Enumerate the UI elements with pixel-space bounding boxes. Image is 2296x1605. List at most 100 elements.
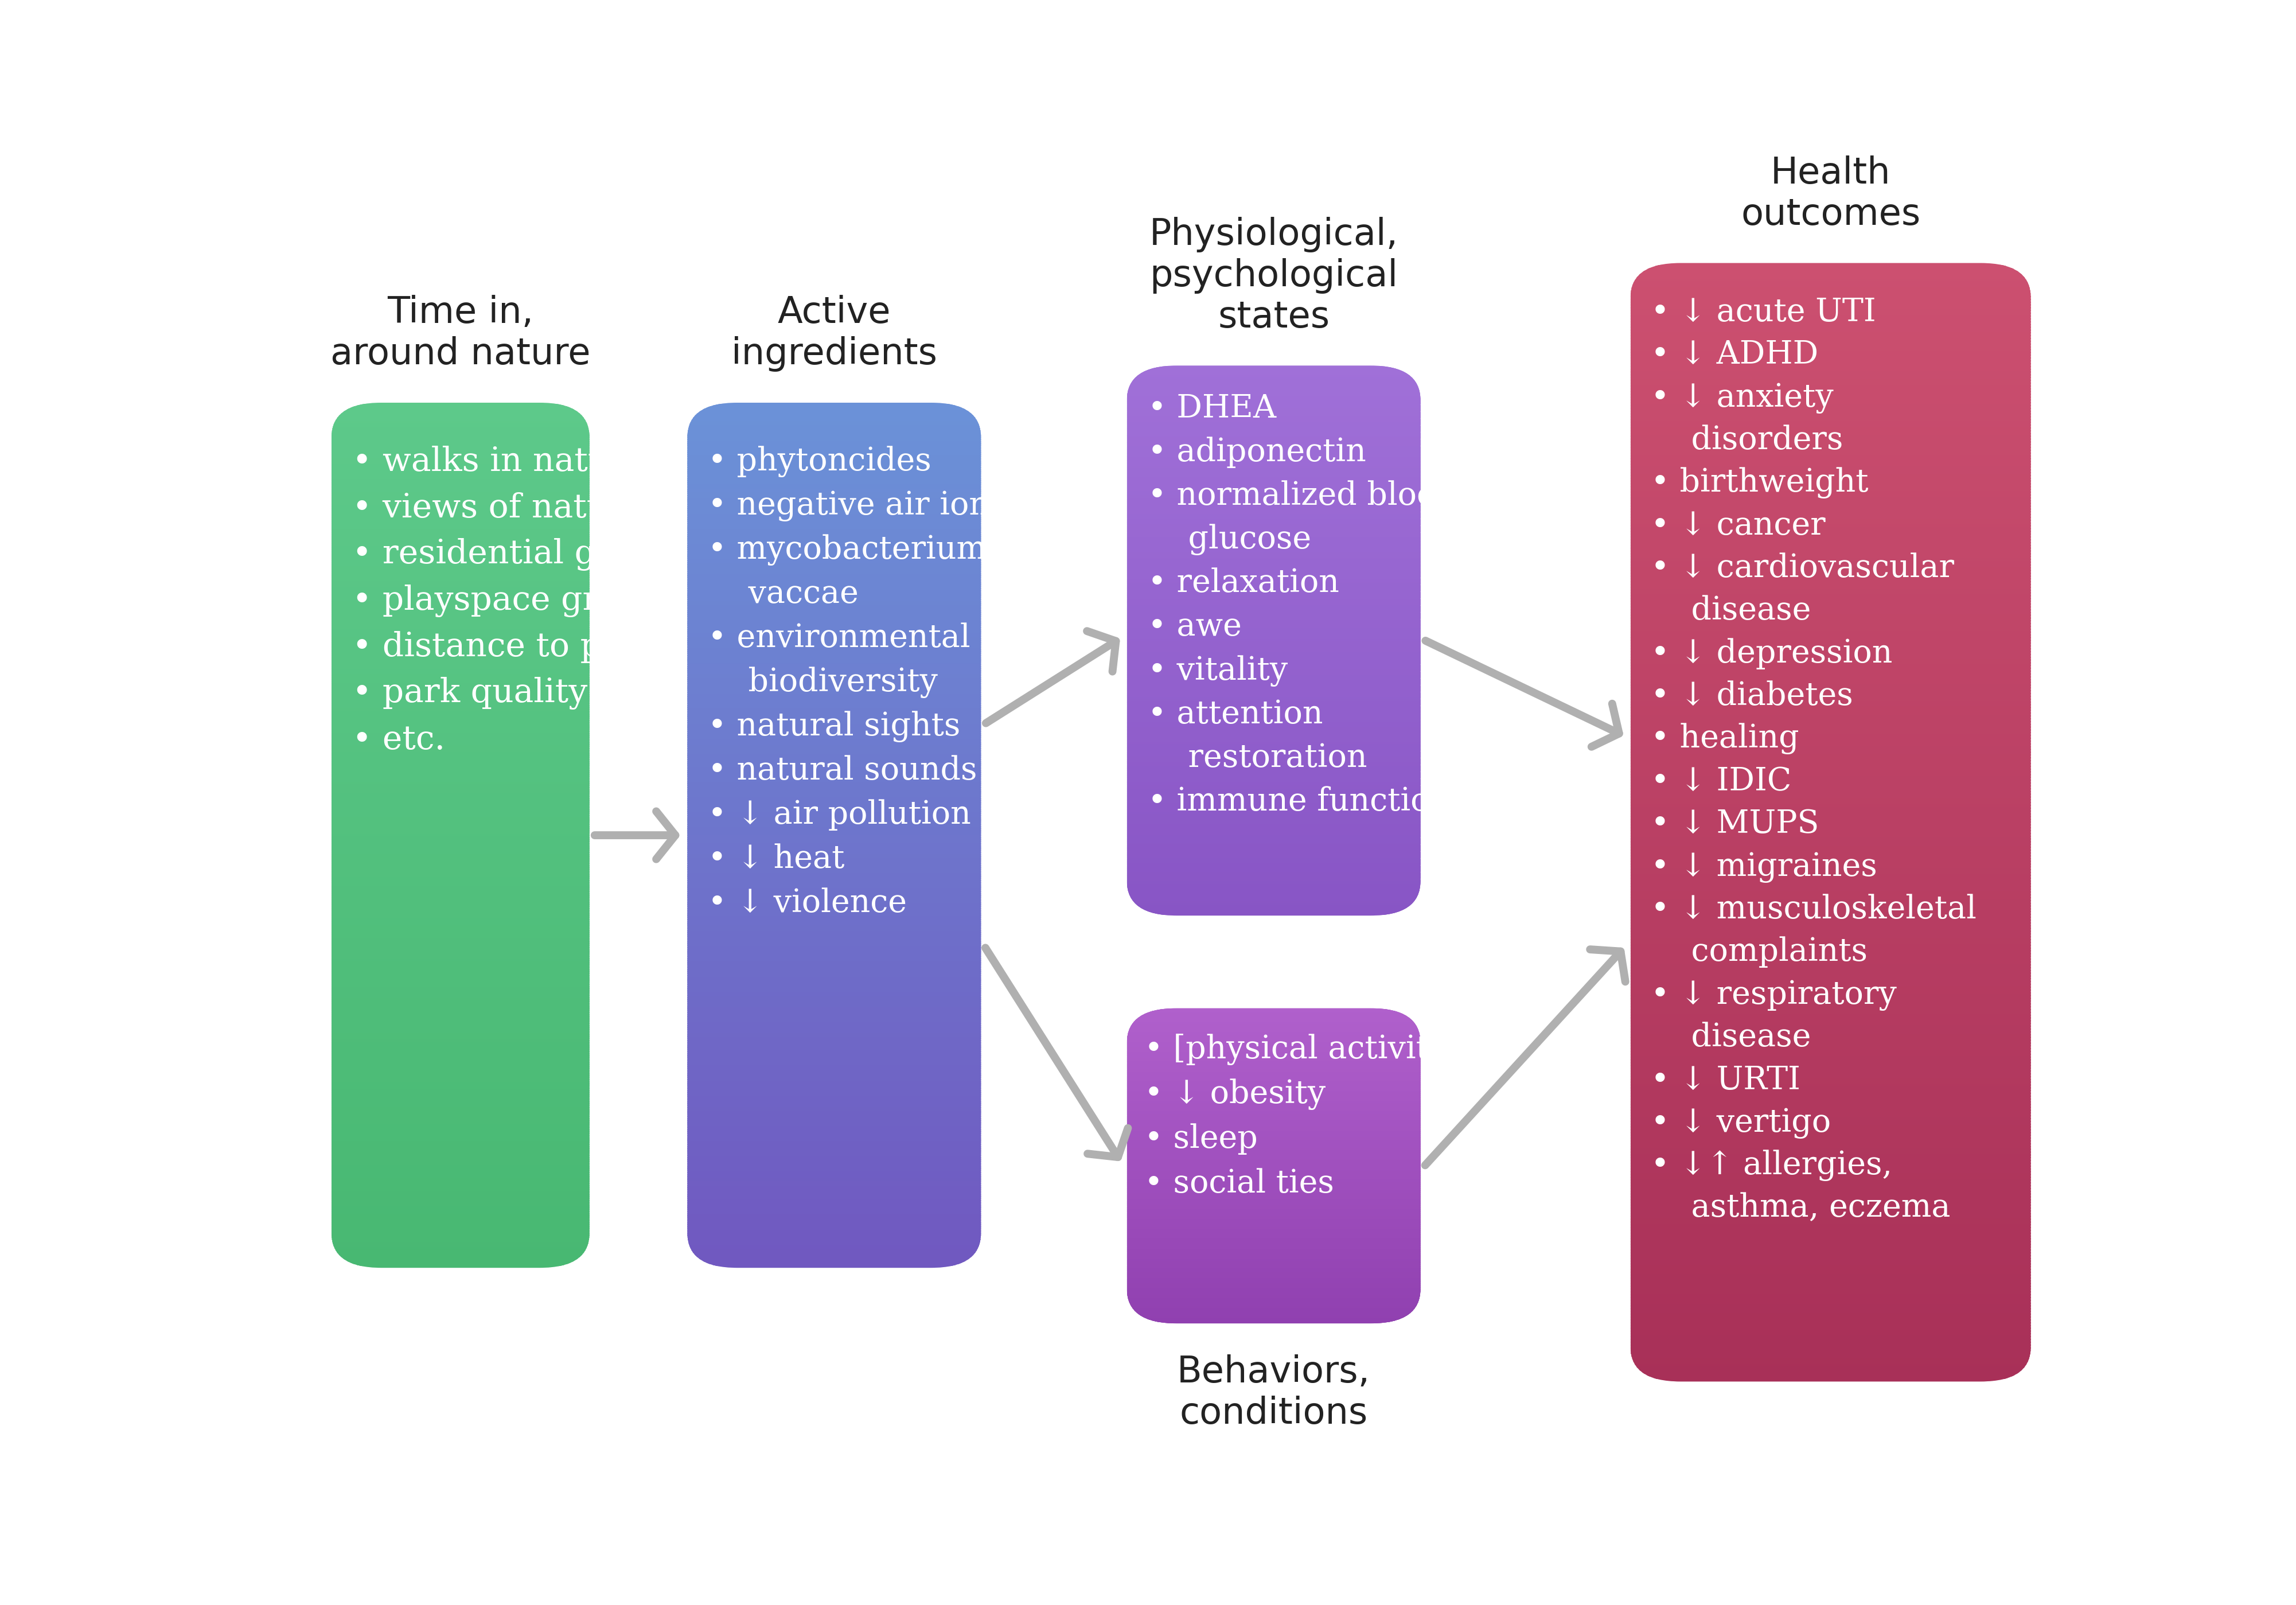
Bar bbox=[687, 571, 980, 573]
Bar bbox=[687, 806, 980, 809]
Bar bbox=[1630, 953, 2032, 957]
Bar bbox=[687, 579, 980, 583]
Bar bbox=[1127, 546, 1421, 547]
Bar bbox=[331, 1204, 590, 1207]
Bar bbox=[331, 1165, 590, 1168]
Bar bbox=[1630, 607, 2032, 610]
Bar bbox=[687, 510, 980, 514]
Bar bbox=[687, 822, 980, 825]
Bar bbox=[1127, 700, 1421, 703]
Bar bbox=[331, 811, 590, 814]
Bar bbox=[1630, 631, 2032, 636]
Bar bbox=[1127, 689, 1421, 690]
Bar bbox=[1630, 1278, 2032, 1281]
Bar bbox=[1127, 478, 1421, 480]
Bar bbox=[331, 1082, 590, 1083]
Bar bbox=[1127, 761, 1421, 762]
Bar bbox=[1630, 690, 2032, 693]
Bar bbox=[687, 1228, 980, 1231]
Bar bbox=[1127, 836, 1421, 838]
Bar bbox=[331, 429, 590, 430]
Bar bbox=[1630, 1226, 2032, 1231]
Bar bbox=[687, 1022, 980, 1026]
Bar bbox=[1127, 578, 1421, 579]
Bar bbox=[331, 790, 590, 791]
Bar bbox=[1127, 512, 1421, 514]
Bar bbox=[331, 419, 590, 422]
Bar bbox=[331, 687, 590, 690]
Bar bbox=[331, 425, 590, 429]
Bar bbox=[1127, 594, 1421, 595]
Bar bbox=[687, 941, 980, 944]
Bar bbox=[1127, 401, 1421, 403]
Bar bbox=[331, 1077, 590, 1080]
Bar bbox=[1630, 1194, 2032, 1197]
Bar bbox=[687, 1226, 980, 1229]
Bar bbox=[1630, 1048, 2032, 1051]
Bar bbox=[1127, 873, 1421, 876]
Bar bbox=[1127, 642, 1421, 644]
Bar bbox=[331, 634, 590, 636]
Bar bbox=[687, 1154, 980, 1157]
Bar bbox=[1630, 1146, 2032, 1149]
Bar bbox=[687, 953, 980, 957]
Bar bbox=[1630, 1221, 2032, 1225]
Bar bbox=[1630, 475, 2032, 478]
Bar bbox=[687, 1048, 980, 1051]
Bar bbox=[687, 785, 980, 788]
Bar bbox=[1630, 547, 2032, 551]
Bar bbox=[331, 1265, 590, 1268]
Bar bbox=[1127, 571, 1421, 573]
Bar bbox=[331, 605, 590, 608]
Bar bbox=[1630, 754, 2032, 758]
Bar bbox=[331, 998, 590, 1002]
Bar bbox=[1630, 998, 2032, 1002]
Bar bbox=[1630, 640, 2032, 644]
Bar bbox=[687, 1029, 980, 1032]
Bar bbox=[1630, 1040, 2032, 1043]
Bar bbox=[331, 772, 590, 775]
Bar bbox=[1127, 900, 1421, 904]
Bar bbox=[687, 1265, 980, 1268]
Bar bbox=[331, 961, 590, 965]
Bar bbox=[1630, 844, 2032, 847]
Bar bbox=[1630, 928, 2032, 931]
Bar bbox=[331, 531, 590, 534]
Bar bbox=[331, 1160, 590, 1164]
Bar bbox=[1630, 313, 2032, 316]
Bar bbox=[331, 915, 590, 918]
Bar bbox=[687, 737, 980, 740]
Bar bbox=[1630, 1162, 2032, 1167]
Bar bbox=[1630, 262, 2032, 266]
Bar bbox=[1127, 536, 1421, 538]
Bar bbox=[331, 942, 590, 945]
Bar bbox=[1630, 648, 2032, 652]
Bar bbox=[1630, 276, 2032, 279]
Bar bbox=[687, 1160, 980, 1164]
Bar bbox=[331, 684, 590, 685]
Bar bbox=[687, 523, 980, 526]
Bar bbox=[1630, 1364, 2032, 1367]
Bar bbox=[1630, 435, 2032, 440]
Bar bbox=[1127, 602, 1421, 603]
Bar bbox=[331, 1188, 590, 1189]
Bar bbox=[1127, 802, 1421, 804]
Bar bbox=[1630, 987, 2032, 990]
Bar bbox=[1127, 759, 1421, 762]
Bar bbox=[1127, 440, 1421, 441]
Bar bbox=[1127, 737, 1421, 738]
Bar bbox=[1630, 1093, 2032, 1096]
Bar bbox=[1630, 984, 2032, 987]
Bar bbox=[1630, 592, 2032, 595]
Bar bbox=[1127, 414, 1421, 416]
Bar bbox=[1630, 348, 2032, 353]
Bar bbox=[1127, 372, 1421, 374]
Bar bbox=[1127, 502, 1421, 504]
Bar bbox=[331, 523, 590, 526]
Bar bbox=[1630, 1233, 2032, 1236]
Bar bbox=[331, 618, 590, 621]
Bar bbox=[1127, 666, 1421, 668]
Bar bbox=[1127, 551, 1421, 552]
Bar bbox=[331, 587, 590, 591]
Bar bbox=[1630, 340, 2032, 343]
